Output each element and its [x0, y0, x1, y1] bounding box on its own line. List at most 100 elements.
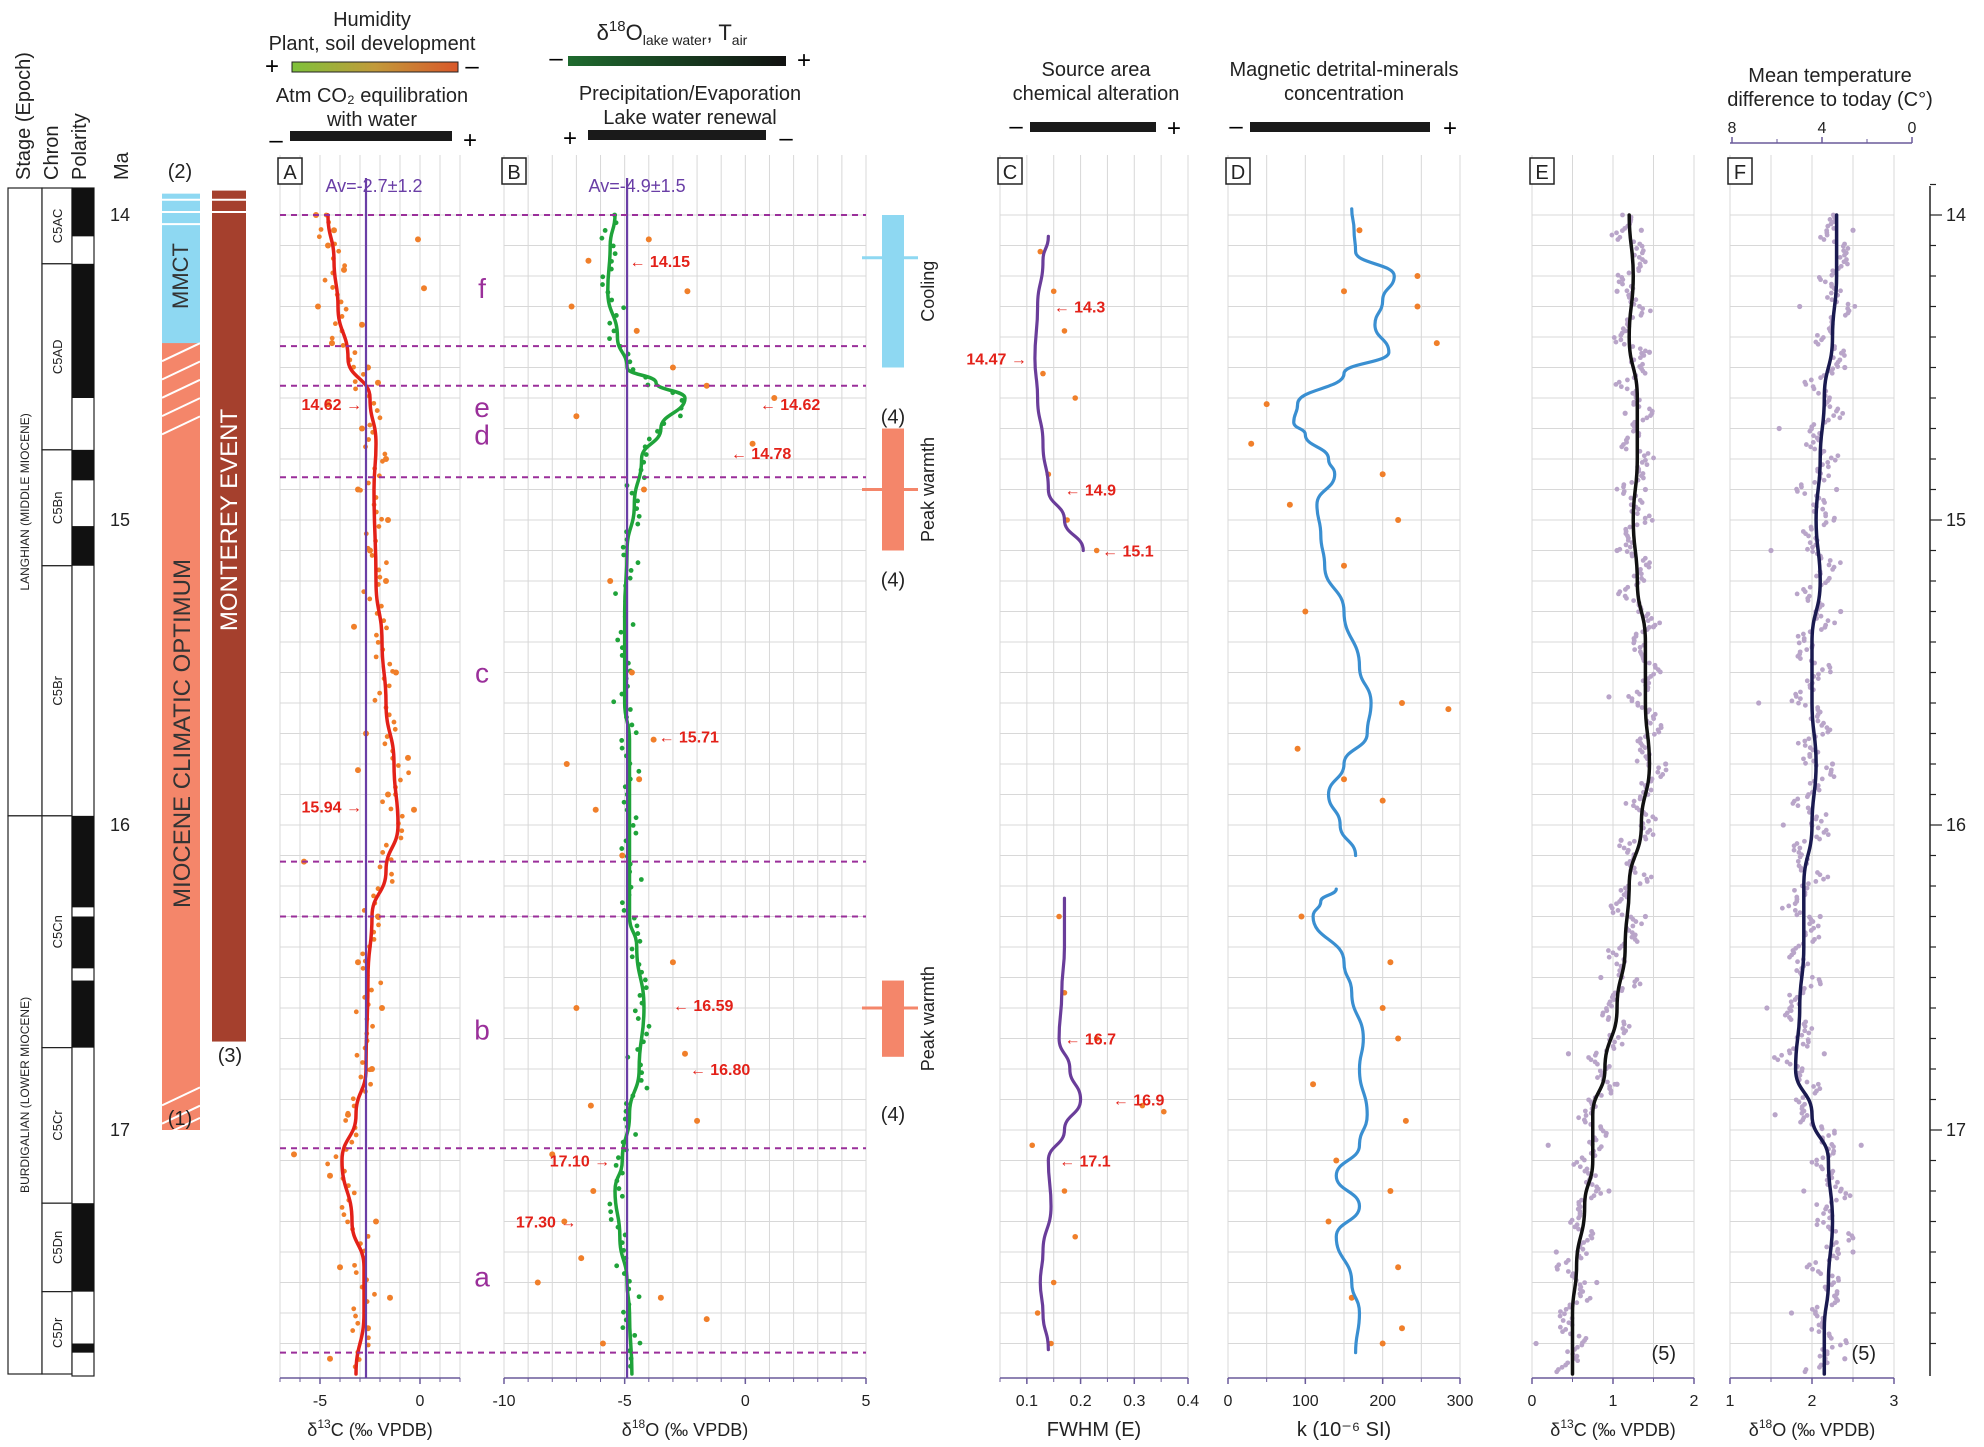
- data-point: [1598, 974, 1604, 981]
- strat-header-0: Stage (Epoch): [13, 52, 35, 180]
- dense-data-point: [1820, 667, 1825, 673]
- dense-data-point: [630, 823, 636, 828]
- dense-data-point: [398, 777, 403, 783]
- right-axis-tick-label: 16: [1946, 815, 1966, 835]
- event-bars: MMCT MIOCENE CLIMATIC OPTIMUM MONTEREY EVE…: [161, 161, 246, 1137]
- dense-data-point: [615, 637, 621, 643]
- dense-data-point: [1824, 1244, 1830, 1250]
- dense-data-point: [600, 282, 605, 287]
- dense-data-point: [1806, 533, 1811, 539]
- dense-data-point: [1642, 259, 1648, 265]
- dense-data-point: [1814, 1162, 1820, 1167]
- dense-data-point: [1831, 413, 1837, 418]
- dense-data-point: [1813, 1260, 1819, 1265]
- dense-data-point: [1795, 796, 1801, 802]
- dense-data-point: [374, 632, 379, 638]
- dense-data-point: [1814, 714, 1820, 719]
- dense-data-point: [350, 1096, 356, 1102]
- dense-data-point: [1625, 377, 1630, 383]
- mco-hatch: [161, 360, 201, 381]
- data-point: [1050, 1279, 1057, 1286]
- dense-data-point: [1810, 549, 1816, 554]
- x-axis-label: δ13C (‰ VPDB): [1550, 1417, 1675, 1440]
- data-point: [405, 754, 411, 761]
- dense-data-point: [333, 1154, 339, 1160]
- dense-data-point: [1800, 1095, 1806, 1101]
- dense-data-point: [1821, 522, 1827, 528]
- dense-data-point: [1623, 446, 1629, 452]
- dense-data-point: [1829, 1302, 1835, 1308]
- data-point: [1614, 547, 1620, 554]
- dense-data-point: [384, 625, 389, 631]
- dense-data-point: [1835, 364, 1841, 369]
- dense-data-point: [1805, 598, 1811, 603]
- alteration-title-line2: chemical alteration: [1013, 83, 1180, 105]
- x-axis-label: FWHM (E): [1047, 1419, 1141, 1441]
- dense-data-point: [628, 568, 634, 573]
- dense-data-point: [1847, 1193, 1853, 1199]
- dense-data-point: [1619, 988, 1625, 994]
- dense-data-point: [1620, 277, 1626, 283]
- dense-data-point: [621, 552, 627, 558]
- x-tick-label: 2: [1808, 1393, 1817, 1410]
- precip-bar: [588, 130, 766, 140]
- dense-data-point: [1636, 268, 1642, 274]
- dense-data-point: [1804, 647, 1810, 653]
- alteration-bar: [1030, 122, 1156, 132]
- ma-axis-title: Ma: [111, 151, 133, 180]
- dense-data-point: [1575, 1358, 1581, 1364]
- dense-data-point: [1637, 644, 1643, 650]
- dense-data-point: [1804, 678, 1810, 684]
- dense-data-point: [361, 371, 366, 377]
- data-point: [325, 401, 331, 408]
- panel-c: 0.1 0.2 0.3 0.4 FWHM (E) C ← 14.3 14.47 → ← 14.9…: [966, 155, 1199, 1441]
- dense-data-point: [1802, 743, 1808, 748]
- dense-data-point: [1825, 295, 1830, 300]
- dense-data-point: [1582, 1280, 1588, 1286]
- data-point: [585, 257, 592, 264]
- dense-data-point: [1647, 560, 1652, 566]
- average-label: Av=-4.9±1.5: [589, 176, 686, 196]
- data-point: [1248, 440, 1255, 447]
- dense-data-point: [398, 835, 404, 841]
- dense-data-point: [1583, 1113, 1589, 1118]
- dense-data-point: [386, 683, 392, 689]
- panel-c-header: Source area chemical alteration – +: [1009, 59, 1181, 142]
- data-point: [355, 767, 361, 774]
- dense-data-point: [1606, 954, 1612, 960]
- data-point: [1776, 425, 1782, 432]
- dense-data-point: [1648, 787, 1654, 793]
- climate-bar: [882, 215, 904, 368]
- mco-bar: [162, 343, 200, 1131]
- data-point: [421, 285, 427, 292]
- dense-data-point: [1792, 997, 1798, 1002]
- dense-data-point: [1580, 1246, 1586, 1252]
- dense-data-point: [1644, 879, 1650, 884]
- dense-data-point: [1832, 1130, 1837, 1136]
- x-axis-label: δ18O (‰ VPDB): [1749, 1417, 1875, 1440]
- x-tick-label: 200: [1369, 1393, 1396, 1410]
- dense-data-point: [1639, 749, 1645, 755]
- precip-plus: +: [563, 125, 577, 152]
- humidity-minus: –: [465, 53, 479, 80]
- dense-data-point: [1829, 1344, 1835, 1350]
- dense-data-point: [1817, 1364, 1822, 1370]
- polarity-normal: [72, 916, 94, 969]
- dense-data-point: [643, 985, 649, 991]
- dense-data-point: [1820, 1166, 1825, 1172]
- dense-data-point: [646, 436, 652, 442]
- polarity-normal: [72, 263, 94, 398]
- dense-data-point: [1632, 983, 1637, 989]
- data-point: [1294, 745, 1301, 752]
- top-axis-tick-label: 8: [1728, 120, 1737, 137]
- dense-data-point: [1624, 288, 1630, 294]
- data-point: [650, 736, 657, 743]
- dense-data-point: [1639, 500, 1645, 505]
- dense-data-point: [637, 1340, 643, 1346]
- dense-data-point: [1578, 1293, 1583, 1299]
- data-point: [640, 486, 647, 493]
- polarity-normal: [72, 188, 94, 237]
- dense-data-point: [1635, 702, 1641, 708]
- zone-label: d: [474, 420, 490, 451]
- mco-hatch: [161, 415, 201, 436]
